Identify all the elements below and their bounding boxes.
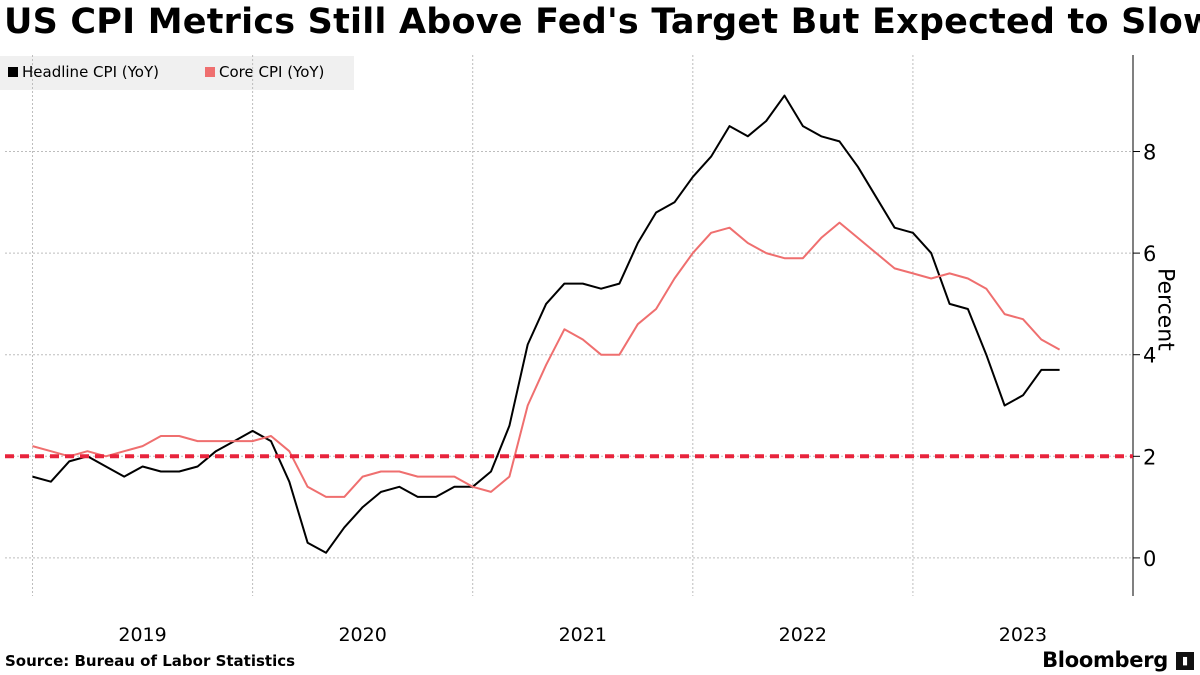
legend-swatch-core [205, 67, 215, 77]
series-line-headline-cpi [32, 94, 1060, 554]
bar-chart-icon: ▮ [1176, 652, 1194, 670]
y-tick-label: 8 [1143, 141, 1156, 165]
legend-label-core: Core CPI (YoY) [219, 63, 325, 81]
y-tick-label: 2 [1143, 445, 1156, 469]
chart-title: US CPI Metrics Still Above Fed's Target … [4, 2, 1200, 42]
x-tick-label: 2019 [118, 624, 166, 646]
x-tick-label: 2022 [779, 624, 827, 646]
brand-logo: Bloomberg [1042, 648, 1168, 672]
y-tick-label: 0 [1143, 547, 1156, 571]
series-line-core-cpi [32, 221, 1061, 498]
legend: Headline CPI (YoY) Core CPI (YoY) [0, 56, 354, 90]
x-tick-label: 2020 [338, 624, 386, 646]
y-tick-label: 6 [1143, 242, 1156, 266]
legend-swatch-headline [8, 67, 18, 77]
x-tick-label: 2023 [999, 624, 1047, 646]
legend-item-core: Core CPI (YoY) [205, 63, 324, 81]
source-note: Source: Bureau of Labor Statistics [5, 652, 296, 670]
y-axis-label: Percent [1152, 268, 1178, 351]
x-tick-label: 2021 [559, 624, 607, 646]
legend-item-headline: Headline CPI (YoY) [8, 63, 159, 81]
legend-label-headline: Headline CPI (YoY) [22, 63, 159, 81]
y-tick-label: 4 [1143, 344, 1156, 368]
